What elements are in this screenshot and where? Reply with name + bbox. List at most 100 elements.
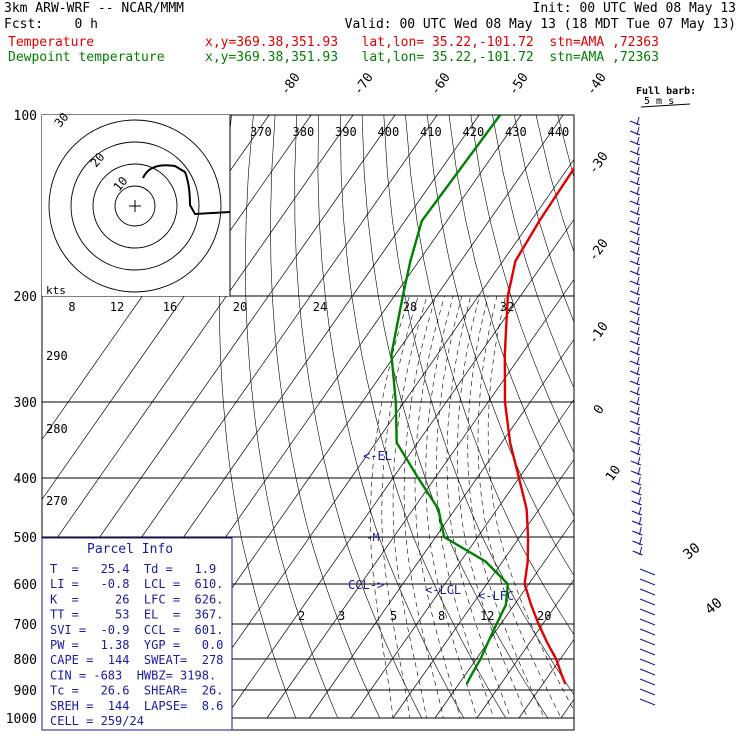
wind-barb-feather — [636, 126, 640, 136]
mixing-ratio-label: 20 — [537, 609, 551, 623]
wind-barb-feather — [636, 296, 640, 306]
wind-barb-feather — [637, 466, 641, 476]
wind-barb — [629, 190, 641, 196]
dry-adiabat — [557, 115, 574, 179]
potential-temp-label: 290 — [46, 349, 68, 363]
dry-adiabat-label: 430 — [505, 125, 527, 139]
dry-adiabat — [470, 115, 574, 454]
wind-barb-feather — [638, 516, 642, 526]
wind-barb-feather — [636, 426, 640, 436]
wind-barb — [631, 500, 642, 506]
parcel-info-title: Parcel Info — [87, 542, 173, 557]
wind-barb — [630, 460, 642, 466]
wind-barb — [629, 370, 641, 376]
wind-barb-feather — [637, 476, 641, 486]
dry-adiabat-label: 410 — [420, 125, 442, 139]
moist-adiabat — [425, 295, 490, 719]
parcel-info-row: T = 25.4 Td = 1.9 — [50, 562, 216, 576]
dry-adiabat-label: 380 — [293, 125, 315, 139]
dry-adiabat — [688, 115, 740, 718]
wind-barb — [639, 628, 656, 636]
wind-barb — [630, 470, 642, 476]
wind-barb — [639, 668, 656, 676]
wind-barb-feather — [636, 376, 640, 386]
wind-barb — [629, 150, 641, 156]
isotherm-top-label: -60 — [428, 70, 454, 98]
parcel-info-box: Parcel Info T = 25.4 Td = 1.9LI = -0.8 LC… — [41, 537, 233, 731]
wind-barb — [629, 120, 641, 126]
wind-barb-feather — [636, 386, 640, 396]
temperature-location: x,y=369.38,351.93 lat,lon= 35.22,-101.72… — [205, 35, 659, 50]
ccl-marker: CCL-> — [348, 578, 384, 592]
wind-barb — [629, 360, 641, 366]
wind-barb — [629, 230, 641, 236]
dry-adiabat — [317, 115, 481, 719]
wind-barb — [629, 170, 641, 176]
parcel-info-row: LI = -0.8 LCL = 610. — [50, 577, 223, 591]
moist-adiabat — [467, 295, 559, 719]
isotherm-line — [392, 458, 574, 719]
wind-barb-feather — [636, 276, 640, 286]
mixing-ratio-label: 8 — [438, 609, 445, 623]
wind-barb-feather — [637, 446, 641, 456]
wind-barb — [630, 430, 641, 436]
dry-adiabat — [710, 115, 740, 718]
potential-temp-label: 280 — [46, 422, 68, 436]
wind-barb — [639, 678, 656, 686]
wind-barb — [629, 410, 641, 416]
wind-barb — [631, 480, 642, 486]
wind-barb — [629, 280, 641, 286]
wind-barb — [631, 520, 643, 526]
hodograph-unit: kts — [46, 284, 66, 297]
moist-adiabat — [414, 295, 473, 719]
parcel-info-row: CIN = -683 HWBZ= 3198. — [50, 668, 216, 682]
isotherm-line — [308, 338, 574, 719]
isotherm-right-label: -20 — [586, 236, 612, 264]
dewpoint-profile — [390, 115, 510, 685]
wind-barbs: Full barb:5 m s — [629, 86, 696, 706]
dry-adiabat — [427, 115, 574, 577]
dry-adiabat — [623, 115, 740, 718]
wind-barb — [639, 578, 656, 586]
wind-barb — [629, 200, 641, 206]
hodograph-ring-label: 20 — [233, 300, 247, 314]
moist-adiabat — [381, 295, 421, 719]
dry-adiabat — [666, 115, 740, 718]
potential-temp-label: 270 — [46, 494, 68, 508]
wind-barb — [632, 540, 643, 546]
isotherm-top-label: -80 — [278, 70, 304, 98]
wind-barb — [629, 290, 641, 296]
wind-barb-feather — [636, 286, 640, 296]
parcel-info-row: Tc = 26.6 SHEAR= 26. — [50, 684, 223, 698]
wind-barb-feather — [636, 316, 640, 326]
dry-adiabat — [645, 115, 740, 718]
dry-adiabat — [448, 115, 574, 517]
dewpoint-legend: Dewpoint temperature — [8, 50, 165, 65]
wind-barb — [639, 618, 656, 626]
wind-barb-feather — [636, 336, 640, 346]
wind-barb-feather — [638, 486, 641, 496]
mixing-ratio-label: 2 — [298, 609, 305, 623]
parcel-info-background — [41, 537, 233, 731]
hodograph-ring-label: 12 — [110, 300, 124, 314]
moist-adiabat — [446, 295, 525, 719]
pressure-label: 800 — [14, 653, 37, 668]
moist-adiabat — [457, 295, 542, 719]
isotherm-line — [560, 698, 574, 719]
dry-adiabat — [405, 115, 574, 636]
wind-barb — [629, 300, 641, 306]
wind-barb — [639, 568, 656, 576]
hodograph-ring — [114, 185, 156, 227]
wind-barb — [629, 250, 641, 256]
hodograph-ring-label: 24 — [313, 300, 327, 314]
isotherm-right-label: 0 — [591, 402, 608, 417]
wind-barb-feather — [638, 496, 642, 506]
pressure-label: 900 — [14, 684, 37, 699]
isotherm-line — [476, 578, 574, 719]
wind-barb — [629, 320, 641, 326]
dry-adiabat-label: 420 — [463, 125, 485, 139]
dry-adiabat-label: 440 — [548, 125, 570, 139]
wind-barb-feather — [636, 256, 640, 266]
mixing-ratio-label: 12 — [480, 609, 494, 623]
